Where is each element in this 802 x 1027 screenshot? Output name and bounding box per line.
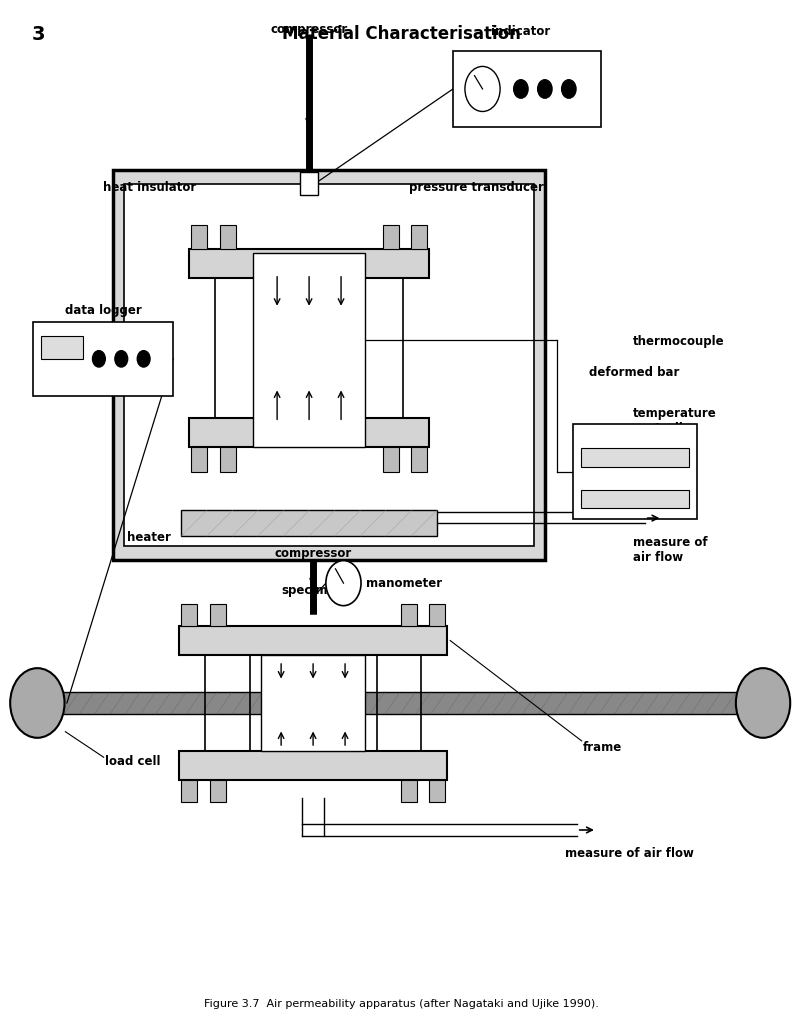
Text: measure of air flow: measure of air flow (565, 847, 694, 860)
Bar (581, 449, 689, 467)
Text: temperature
controller: temperature controller (633, 408, 716, 435)
Circle shape (326, 561, 361, 606)
Bar (34, 322, 173, 395)
Text: pressure transducer: pressure transducer (409, 182, 544, 194)
Circle shape (92, 350, 105, 367)
Text: compressor: compressor (274, 546, 352, 560)
Bar (124, 184, 534, 546)
Circle shape (736, 669, 790, 737)
Text: compressor: compressor (270, 24, 348, 36)
Bar (453, 50, 601, 127)
Bar (181, 510, 437, 536)
Text: PC
bar: PC bar (126, 369, 148, 396)
Bar (180, 779, 196, 802)
Circle shape (514, 80, 528, 99)
Text: specimen: specimen (277, 369, 341, 382)
Bar (383, 225, 399, 250)
Bar (429, 604, 445, 626)
Text: data logger: data logger (65, 304, 142, 317)
Circle shape (561, 80, 576, 99)
Circle shape (10, 669, 64, 737)
Text: deformed bar: deformed bar (589, 366, 679, 379)
Bar (42, 336, 83, 358)
Bar (113, 170, 545, 560)
Circle shape (537, 80, 552, 99)
Bar (401, 779, 416, 802)
Bar (220, 447, 236, 471)
Text: measure of
air flow: measure of air flow (633, 536, 707, 565)
Text: heat insulator: heat insulator (103, 182, 196, 194)
Bar (209, 604, 225, 626)
Bar (401, 604, 416, 626)
Bar (411, 447, 427, 471)
Bar (383, 447, 399, 471)
Text: manometer: manometer (366, 576, 442, 589)
Text: thermocouple: thermocouple (633, 335, 724, 348)
Text: indicator: indicator (492, 26, 550, 38)
Bar (34, 692, 767, 714)
Bar (581, 490, 689, 508)
Text: Material Characterisation: Material Characterisation (282, 25, 520, 43)
Circle shape (137, 350, 150, 367)
Bar (411, 225, 427, 250)
Bar (261, 655, 365, 751)
Bar (300, 173, 318, 195)
Bar (253, 254, 365, 447)
Bar (573, 424, 697, 519)
Bar (179, 626, 447, 655)
Bar (191, 447, 207, 471)
Bar (429, 779, 445, 802)
Text: specimen: specimen (282, 584, 345, 598)
Text: 3: 3 (32, 25, 45, 44)
Bar (191, 225, 207, 250)
Bar (179, 751, 447, 779)
Bar (180, 604, 196, 626)
Bar (189, 418, 429, 447)
Text: frame: frame (583, 740, 622, 754)
Text: Figure 3.7  Air permeability apparatus (after Nagataki and Ujike 1990).: Figure 3.7 Air permeability apparatus (a… (204, 999, 598, 1010)
Text: load cell: load cell (105, 755, 160, 768)
Bar (209, 779, 225, 802)
Circle shape (465, 67, 500, 112)
Text: heater: heater (128, 531, 171, 543)
Circle shape (115, 350, 128, 367)
Bar (189, 250, 429, 278)
Bar (220, 225, 236, 250)
